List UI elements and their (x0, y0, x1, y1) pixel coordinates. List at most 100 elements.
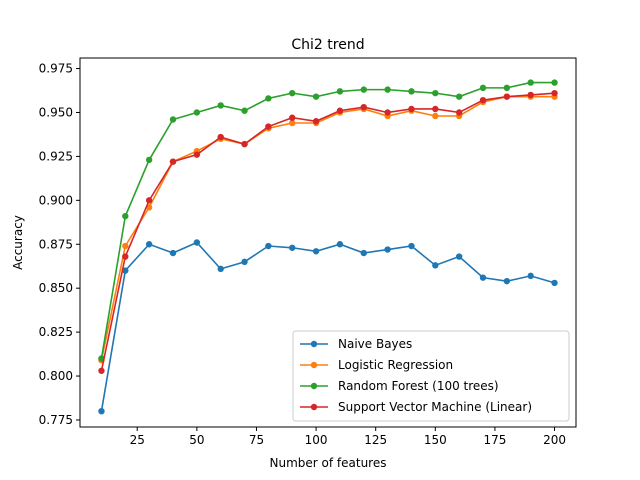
legend-item: Logistic Regression (300, 358, 453, 372)
data-point (289, 89, 296, 97)
data-point (145, 197, 153, 204)
data-point (503, 277, 511, 285)
series-line (100, 95, 555, 361)
legend: Naive Bayes Logistic Regression Random For… (292, 330, 570, 422)
data-point (265, 123, 272, 130)
data-point (169, 249, 177, 257)
data-point (360, 104, 367, 111)
data-point (241, 140, 248, 148)
data-point (527, 91, 534, 99)
data-point (455, 93, 463, 100)
series-layer (98, 79, 558, 415)
data-point (432, 112, 439, 120)
data-point (217, 265, 224, 273)
data-point (193, 239, 201, 246)
legend-marker (310, 361, 318, 369)
chart-title: Chi2 trend (291, 37, 364, 53)
series-3 (98, 89, 558, 374)
x-tick-label: 25 (130, 433, 145, 447)
x-tick-label: 125 (364, 433, 387, 447)
x-tick-label: 150 (424, 433, 447, 447)
legend-label: Logistic Regression (338, 358, 453, 372)
data-point (98, 407, 105, 415)
data-point (360, 86, 367, 93)
y-tick-label: 0.950 (39, 105, 73, 119)
data-point (98, 367, 105, 374)
data-point (122, 253, 129, 260)
series-2 (98, 79, 558, 362)
series-line (100, 241, 555, 412)
data-point (122, 242, 129, 250)
x-tick-label: 50 (189, 433, 204, 447)
data-point (384, 246, 391, 253)
data-point (432, 105, 439, 113)
data-point (217, 102, 224, 109)
data-point (527, 79, 534, 86)
legend-item: Random Forest (100 trees) (300, 379, 499, 393)
legend-item: Naive Bayes (300, 337, 412, 351)
data-point (384, 86, 391, 93)
x-axis-label: Number of features (270, 456, 387, 470)
data-point (479, 96, 487, 104)
legend-marker (310, 382, 318, 390)
x-tick-label: 75 (249, 433, 264, 447)
data-point (360, 249, 367, 257)
data-point (241, 107, 248, 114)
x-tick-label: 175 (483, 433, 506, 447)
y-axis: 0.775 0.800 0.825 0.850 0.875 0.900 0.925 0.950… (39, 62, 80, 427)
series-line (100, 92, 555, 371)
y-axis-label: Accuracy (11, 215, 25, 270)
legend-item: Support Vector Machine (Linear) (300, 400, 532, 414)
data-point (408, 88, 415, 95)
y-tick-label: 0.800 (39, 369, 73, 383)
data-point (551, 89, 558, 97)
data-point (145, 241, 153, 248)
data-point (289, 244, 296, 251)
legend-marker (310, 340, 318, 348)
data-point (336, 241, 344, 248)
data-point (312, 248, 320, 255)
data-point (432, 262, 439, 269)
y-tick-label: 0.825 (39, 325, 73, 339)
data-point (336, 107, 344, 114)
x-tick-label: 100 (305, 433, 328, 447)
data-point (384, 109, 391, 116)
data-point (312, 93, 320, 100)
data-point (122, 212, 129, 220)
legend-box (292, 330, 570, 422)
data-point (503, 93, 511, 100)
data-point (241, 258, 248, 266)
y-tick-label: 0.775 (39, 413, 73, 427)
y-tick-label: 0.850 (39, 281, 73, 295)
data-point (432, 89, 439, 97)
data-point (503, 84, 511, 92)
data-point (479, 84, 487, 92)
data-point (289, 119, 296, 127)
data-point (265, 95, 272, 102)
data-point (527, 272, 534, 280)
data-point (169, 116, 177, 123)
legend-label: Naive Bayes (338, 337, 412, 351)
y-tick-label: 0.925 (39, 149, 73, 163)
data-point (551, 279, 558, 287)
y-tick-label: 0.900 (39, 193, 73, 207)
x-axis: 25 50 75 100 125 150 175 200 (130, 427, 566, 447)
y-tick-label: 0.975 (39, 62, 73, 76)
data-point (265, 242, 272, 250)
legend-label: Support Vector Machine (Linear) (338, 400, 532, 414)
data-point (217, 133, 224, 141)
data-point (193, 151, 201, 158)
plot-frame (79, 57, 577, 428)
x-tick-label: 200 (543, 433, 566, 447)
data-point (193, 109, 201, 116)
series-line (100, 81, 555, 359)
data-point (455, 253, 463, 260)
legend-marker (310, 403, 318, 411)
data-point (169, 158, 177, 165)
data-point (455, 109, 463, 116)
data-point (122, 267, 129, 274)
data-point (145, 156, 153, 164)
legend-label: Random Forest (100 trees) (338, 379, 499, 393)
data-point (336, 88, 344, 95)
